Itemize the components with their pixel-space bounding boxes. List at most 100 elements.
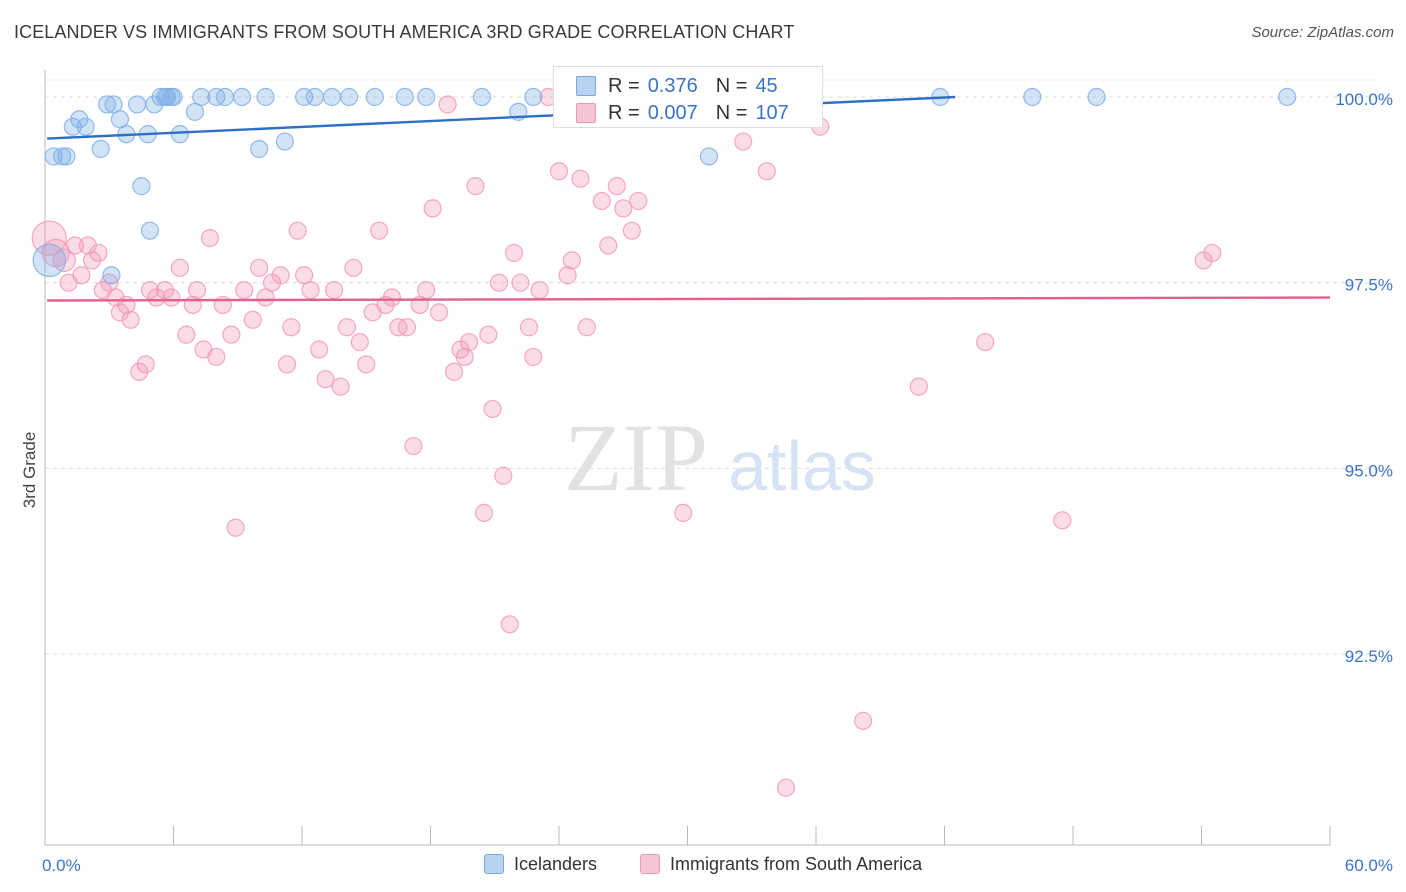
point-immigrants	[474, 503, 494, 522]
point-immigrants	[444, 362, 464, 381]
point-icelanders	[157, 87, 177, 107]
point-immigrants	[674, 503, 693, 522]
point-icelanders	[295, 87, 314, 107]
data-points	[31, 87, 1297, 797]
point-immigrants	[459, 332, 479, 352]
legend-label: Immigrants from South America	[670, 853, 923, 874]
y-axis-label: 3rd Grade	[20, 432, 39, 509]
point-icelanders	[305, 87, 324, 107]
point-immigrants	[504, 243, 524, 263]
point-immigrants	[397, 318, 417, 337]
point-immigrants	[524, 347, 543, 367]
x-tick-label-min: 0.0%	[42, 856, 81, 875]
point-icelanders	[57, 147, 76, 166]
point-icelanders	[151, 87, 170, 107]
legend-swatch-icelanders	[484, 854, 504, 874]
r-label: R =	[608, 74, 640, 97]
r-value: 0.007	[647, 101, 698, 124]
point-immigrants	[325, 280, 344, 300]
point-immigrants	[288, 221, 307, 240]
point-immigrants	[271, 266, 290, 285]
point-immigrants	[277, 355, 297, 374]
point-immigrants	[1053, 511, 1072, 530]
point-icelanders	[140, 221, 160, 240]
point-immigrants	[757, 162, 776, 181]
point-icelanders	[250, 139, 269, 159]
tick-labels: 92.5% 95.0% 97.5% 100.0% 0.0% 60.0%	[42, 90, 1393, 875]
stats-box: R = 0.376 N = 45 R = 0.007 N = 107	[553, 66, 823, 128]
point-immigrants	[734, 132, 753, 151]
watermark-zip: ZIP	[564, 404, 708, 511]
point-immigrants	[72, 266, 91, 285]
point-immigrants	[479, 325, 498, 344]
point-immigrants	[162, 288, 181, 307]
n-label: N =	[715, 101, 748, 124]
point-icelanders	[53, 147, 72, 166]
point-immigrants	[170, 258, 190, 277]
point-immigrants	[207, 347, 226, 367]
n-label: N =	[715, 74, 748, 97]
point-immigrants	[155, 280, 175, 300]
point-immigrants	[222, 325, 241, 344]
legend-item-icelanders[interactable]: Icelanders	[484, 851, 597, 877]
n-value: 45	[755, 74, 778, 97]
series-icelanders	[32, 87, 1297, 285]
point-immigrants	[89, 243, 108, 263]
point-icelanders	[395, 87, 414, 107]
point-immigrants	[121, 310, 140, 329]
point-icelanders	[699, 147, 719, 166]
watermark-atlas: atlas	[728, 427, 876, 505]
point-immigrants	[614, 199, 633, 218]
point-icelanders	[164, 87, 183, 107]
point-immigrants	[455, 347, 474, 367]
point-immigrants	[571, 169, 590, 188]
y-tick-label: 100.0%	[1335, 90, 1393, 109]
point-immigrants	[519, 318, 539, 337]
point-icelanders	[322, 87, 342, 107]
point-icelanders	[98, 95, 117, 114]
point-icelanders	[256, 87, 275, 107]
trend-line-immigrants	[47, 296, 1331, 302]
point-immigrants	[250, 258, 269, 277]
point-immigrants	[136, 355, 155, 374]
point-immigrants	[438, 95, 457, 114]
point-immigrants	[622, 221, 641, 240]
point-immigrants	[187, 280, 207, 300]
point-icelanders	[275, 132, 294, 151]
point-icelanders	[524, 87, 543, 107]
stats-row-immigrants: R = 0.007 N = 107	[576, 99, 807, 127]
r-label: R =	[608, 101, 640, 124]
point-immigrants	[130, 362, 149, 381]
point-icelanders	[170, 125, 190, 144]
stats-swatch-icelanders	[576, 76, 596, 96]
legend-item-immigrants[interactable]: Immigrants from South America	[640, 851, 922, 877]
point-immigrants	[1203, 243, 1222, 263]
point-immigrants	[235, 280, 254, 300]
stats-swatch-immigrants	[576, 103, 596, 123]
point-immigrants	[65, 236, 85, 255]
point-immigrants	[106, 288, 125, 307]
point-immigrants	[776, 778, 796, 797]
point-icelanders	[127, 95, 147, 114]
point-immigrants	[337, 318, 357, 337]
point-icelanders	[472, 87, 491, 107]
gridlines	[45, 79, 1380, 655]
point-icelanders	[417, 87, 436, 107]
point-immigrants	[301, 280, 320, 300]
point-immigrants	[357, 355, 376, 374]
point-immigrants	[417, 280, 436, 300]
point-icelanders	[365, 87, 384, 107]
point-immigrants	[511, 273, 530, 292]
point-immigrants	[429, 303, 449, 322]
point-immigrants	[404, 436, 423, 456]
y-tick-label: 97.5%	[1345, 276, 1393, 295]
point-immigrants	[592, 191, 611, 211]
point-immigrants	[282, 318, 301, 337]
stats-row-icelanders: R = 0.376 N = 45	[576, 72, 796, 100]
point-immigrants	[976, 332, 995, 352]
chart-legend: Icelanders Immigrants from South America	[0, 851, 1406, 877]
point-immigrants	[489, 273, 509, 292]
point-immigrants	[466, 177, 485, 196]
point-immigrants	[243, 310, 262, 329]
point-immigrants	[226, 518, 245, 537]
